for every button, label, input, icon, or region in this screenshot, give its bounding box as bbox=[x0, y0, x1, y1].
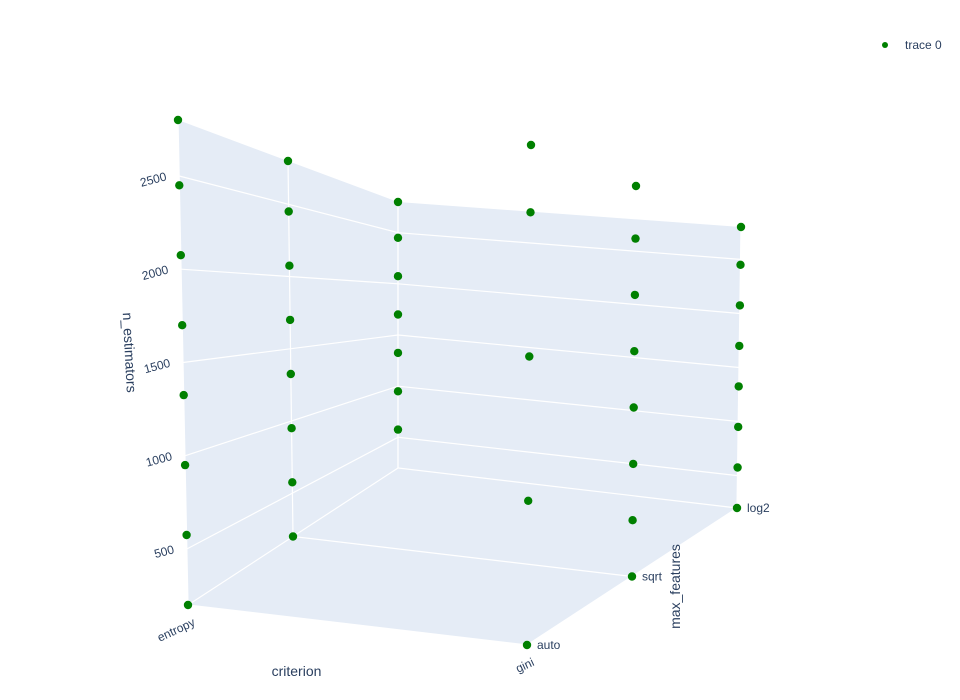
data-point bbox=[183, 600, 193, 610]
x-tick-label: gini bbox=[513, 655, 536, 676]
data-point bbox=[284, 207, 293, 216]
data-point bbox=[733, 463, 742, 472]
data-point bbox=[630, 290, 640, 300]
axis-titles: criterion max_features n_estimators bbox=[120, 312, 683, 679]
data-point bbox=[285, 261, 294, 270]
data-point bbox=[286, 369, 295, 379]
legend-label[interactable]: trace 0 bbox=[905, 38, 942, 52]
data-point bbox=[288, 532, 298, 541]
data-point bbox=[393, 233, 403, 242]
legend-marker bbox=[882, 42, 888, 48]
data-point bbox=[734, 382, 743, 391]
data-point bbox=[179, 390, 188, 400]
data-point bbox=[735, 341, 744, 351]
data-point bbox=[393, 310, 403, 319]
data-point bbox=[524, 496, 533, 505]
data-point bbox=[732, 503, 742, 513]
data-point bbox=[176, 251, 185, 260]
data-point bbox=[630, 347, 639, 356]
data-point bbox=[734, 422, 743, 432]
left-wall-pane bbox=[178, 120, 398, 605]
back-wall-pane bbox=[398, 202, 741, 508]
x-tick-label: entropy bbox=[155, 615, 197, 645]
legend[interactable]: trace 0 bbox=[882, 38, 942, 52]
z-tick-label: 1000 bbox=[144, 449, 174, 470]
axis-panes bbox=[178, 120, 741, 645]
data-point bbox=[631, 234, 640, 243]
x-axis-title: criterion bbox=[272, 663, 322, 679]
y-tick-label: sqrt bbox=[642, 570, 663, 584]
z-tick-label: 1500 bbox=[142, 356, 172, 377]
data-point bbox=[173, 115, 183, 125]
z-tick-label: 2500 bbox=[139, 169, 169, 190]
data-point bbox=[627, 572, 637, 581]
data-point bbox=[288, 478, 297, 487]
gridlines bbox=[177, 119, 742, 646]
data-point bbox=[629, 459, 638, 469]
x-gridline bbox=[187, 202, 399, 606]
data-point bbox=[736, 222, 746, 232]
data-point bbox=[393, 425, 403, 434]
data-point bbox=[525, 352, 534, 361]
data-point bbox=[393, 197, 403, 207]
data-point bbox=[736, 260, 745, 269]
data-point bbox=[526, 140, 536, 150]
data-point bbox=[393, 387, 403, 396]
data-point bbox=[283, 156, 293, 166]
data-point bbox=[175, 181, 184, 190]
data-point bbox=[180, 460, 190, 470]
data-point bbox=[522, 640, 532, 650]
data-point bbox=[526, 208, 535, 217]
y-tick-label: log2 bbox=[747, 501, 770, 515]
data-point bbox=[393, 272, 403, 281]
z-tick-label: 2000 bbox=[140, 262, 170, 283]
data-point bbox=[285, 315, 295, 325]
data-point bbox=[629, 403, 638, 412]
data-point bbox=[287, 424, 296, 433]
data-point bbox=[393, 348, 403, 358]
data-point bbox=[182, 530, 191, 540]
y-axis-title: max_features bbox=[667, 544, 683, 629]
y-tick-label: auto bbox=[537, 638, 561, 652]
data-point bbox=[178, 321, 187, 330]
data-point bbox=[631, 181, 641, 191]
z-tick-label: 500 bbox=[153, 542, 176, 561]
z-axis-title: n_estimators bbox=[120, 312, 140, 393]
data-point bbox=[735, 301, 745, 310]
data-points bbox=[173, 115, 746, 650]
data-point bbox=[628, 516, 637, 525]
